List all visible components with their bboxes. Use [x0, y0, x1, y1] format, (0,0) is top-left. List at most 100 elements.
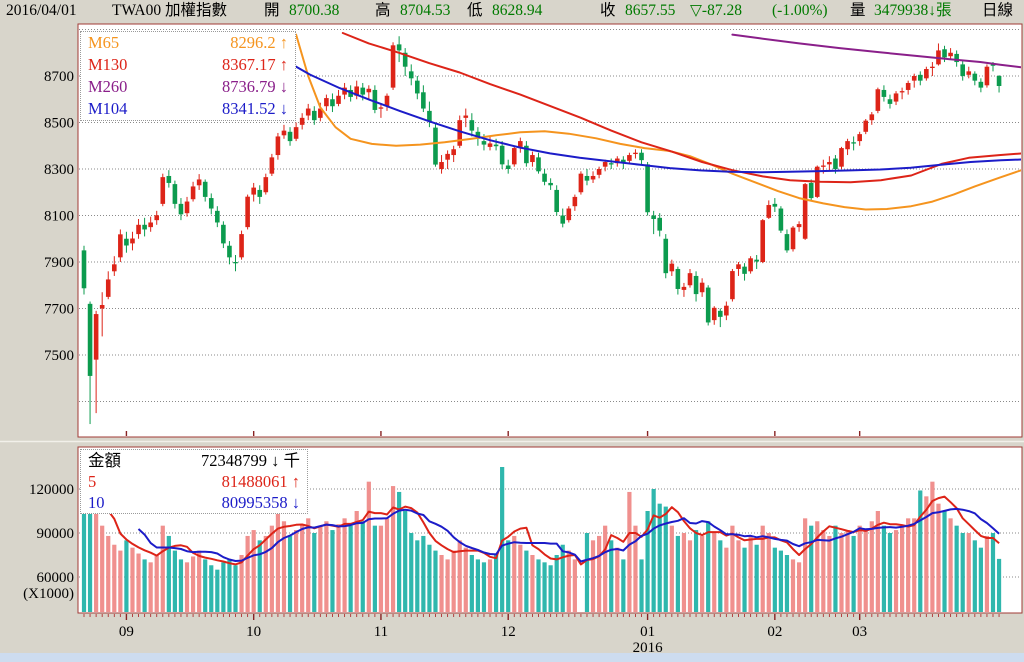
- volume-bar: [584, 533, 590, 612]
- period-selector[interactable]: 日線: [982, 2, 1014, 19]
- volume-bar: [627, 491, 632, 612]
- volume-bar: [275, 511, 281, 612]
- candle-body: [766, 205, 772, 218]
- svg-text:7700: 7700: [44, 302, 74, 318]
- svg-text:90000: 90000: [37, 526, 75, 542]
- candle-body: [711, 307, 717, 321]
- candle-body: [457, 120, 463, 146]
- candle-body: [554, 189, 559, 213]
- volume-bar: [730, 525, 735, 612]
- volume-bar: [863, 530, 868, 612]
- trend-down-icon: ↓: [279, 77, 288, 96]
- volume-bar: [469, 555, 474, 612]
- candle-body: [142, 224, 147, 230]
- svg-text:60000: 60000: [37, 570, 75, 586]
- volume-bar: [524, 550, 529, 612]
- candle-body: [851, 142, 856, 144]
- volume-bar: [178, 559, 184, 612]
- candle-body: [669, 263, 675, 272]
- change-value: ▽-87.28: [690, 2, 742, 19]
- candle-body: [724, 305, 729, 316]
- volume-bar: [712, 533, 717, 612]
- volume-bar: [148, 562, 153, 612]
- candle-body: [590, 175, 596, 180]
- svg-text:120000: 120000: [29, 482, 74, 498]
- svg-text:8300: 8300: [44, 162, 74, 178]
- volume-bar: [154, 555, 159, 612]
- candle-body: [857, 134, 862, 142]
- volume-bar: [106, 535, 111, 612]
- candle-body: [239, 234, 244, 258]
- candle-body: [845, 141, 850, 150]
- volume-bar: [397, 491, 402, 612]
- volume-bar: [972, 540, 977, 612]
- volume-bar: [597, 535, 602, 612]
- volume-bar: [809, 525, 814, 612]
- candle-body: [542, 173, 547, 182]
- candle-body: [433, 127, 438, 165]
- volume-bar: [493, 555, 499, 612]
- volume-bar: [706, 521, 711, 612]
- candle-body: [984, 66, 990, 86]
- candle-body: [742, 266, 747, 274]
- candle-body: [566, 208, 572, 221]
- candle-body: [699, 282, 705, 293]
- candle-body: [942, 49, 947, 58]
- open-value: 8700.38: [289, 2, 340, 19]
- candle-body: [384, 95, 390, 107]
- volume-bar: [827, 535, 832, 612]
- high-value: 8704.53: [400, 2, 451, 19]
- volume-bar: [318, 525, 323, 612]
- candle-body: [972, 73, 978, 81]
- volume-bar: [657, 503, 662, 612]
- volume-bar: [778, 550, 783, 612]
- volume-bar: [227, 559, 232, 612]
- candle-body: [208, 198, 214, 209]
- volume-bar: [306, 518, 311, 612]
- candle-body: [718, 310, 723, 317]
- candle-body: [481, 141, 487, 145]
- volume-bar: [87, 477, 93, 612]
- candle-body: [772, 203, 778, 207]
- candle-body: [687, 273, 693, 286]
- bottom-strip: [0, 653, 1024, 662]
- volume-bar: [924, 496, 929, 612]
- volume-bar: [378, 525, 384, 612]
- candle-body: [633, 152, 638, 155]
- ma-label: M260: [88, 77, 128, 96]
- candle-body: [160, 177, 166, 204]
- volume-bar: [536, 559, 541, 612]
- low-value: 8628.94: [492, 2, 543, 19]
- candle-body: [415, 80, 420, 94]
- volume-bar: [857, 525, 862, 612]
- quote-date: 2016/04/01: [6, 2, 77, 19]
- volume-bar: [281, 521, 287, 612]
- volume-bar: [257, 540, 262, 612]
- candle-body: [930, 66, 935, 68]
- candle-body: [705, 287, 711, 323]
- trend-down-icon: ↓: [279, 99, 288, 118]
- volume-value: 3479938↓張: [874, 2, 952, 19]
- candle-body: [560, 215, 566, 224]
- candle-body: [917, 74, 923, 81]
- svg-text:7500: 7500: [44, 348, 74, 364]
- ma-legend-row-m104: M104 8341.52 ↓: [88, 99, 288, 118]
- candle-body: [675, 268, 681, 289]
- volume-bar: [251, 530, 256, 612]
- volume-bar: [803, 518, 808, 612]
- candle-body: [263, 177, 269, 193]
- candle-body: [487, 143, 493, 147]
- volume-bar: [930, 481, 935, 612]
- candle-body: [821, 165, 826, 167]
- volume-bar: [954, 525, 959, 612]
- svg-text:2016: 2016: [633, 640, 664, 656]
- volume-bar: [681, 533, 687, 612]
- candle-body: [966, 71, 972, 75]
- volume-bar: [560, 544, 565, 612]
- ma-line-M260: [731, 33, 1021, 69]
- symbol-name[interactable]: TWA00 加權指數: [112, 2, 227, 19]
- volume-bar: [463, 547, 468, 612]
- candle-body: [293, 127, 299, 139]
- svg-text:12: 12: [501, 624, 516, 640]
- volume-bar: [81, 503, 87, 612]
